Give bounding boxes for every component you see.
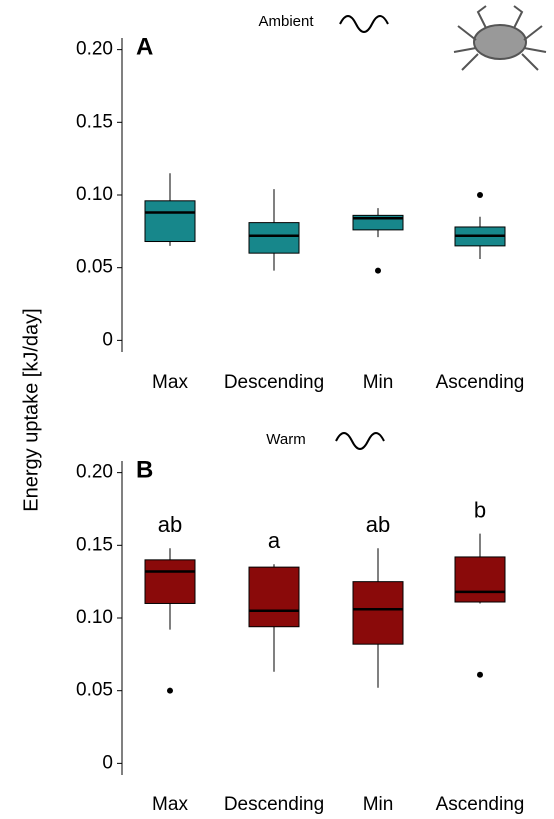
- y-tick-label: 0.15: [76, 111, 113, 132]
- y-tick-label: 0.10: [76, 607, 113, 628]
- outlier: [477, 671, 483, 678]
- y-tick-label: 0.10: [76, 184, 113, 205]
- y-tick-label: 0.20: [76, 39, 113, 60]
- y-tick-label: 0: [102, 752, 113, 773]
- panel-label: B: [136, 456, 153, 483]
- y-axis-label: Energy uptake [kJ/day]: [20, 308, 42, 511]
- y-tick-label: 0.05: [76, 257, 113, 278]
- y-tick-label: 0: [102, 329, 113, 350]
- box: [248, 566, 300, 628]
- x-tick-label: Max: [152, 794, 188, 815]
- panel-label: A: [136, 33, 153, 60]
- y-tick-label: 0.05: [76, 680, 113, 701]
- crab-icon: [453, 5, 547, 71]
- box: [144, 200, 196, 243]
- annotation: a: [268, 528, 281, 553]
- chart-title: Ambient: [258, 13, 314, 30]
- box: [248, 222, 300, 254]
- y-tick-label: 0.15: [76, 534, 113, 555]
- wave-icon: [335, 432, 385, 450]
- outlier: [375, 267, 381, 274]
- outlier: [167, 687, 173, 694]
- y-tick-label: 0.20: [76, 462, 113, 483]
- chart-title: Warm: [266, 431, 305, 448]
- x-tick-label: Descending: [224, 794, 324, 815]
- box: [454, 556, 506, 603]
- x-tick-label: Ascending: [436, 372, 525, 393]
- box: [352, 581, 404, 645]
- x-tick-label: Ascending: [436, 794, 525, 815]
- box: [144, 559, 196, 604]
- wave-icon: [339, 15, 389, 33]
- x-tick-label: Descending: [224, 372, 324, 393]
- annotation: ab: [366, 512, 390, 537]
- annotation: ab: [158, 512, 182, 537]
- outlier: [477, 192, 483, 198]
- x-tick-label: Min: [363, 372, 394, 393]
- x-tick-label: Min: [363, 794, 394, 815]
- annotation: b: [474, 497, 486, 522]
- x-tick-label: Max: [152, 372, 188, 393]
